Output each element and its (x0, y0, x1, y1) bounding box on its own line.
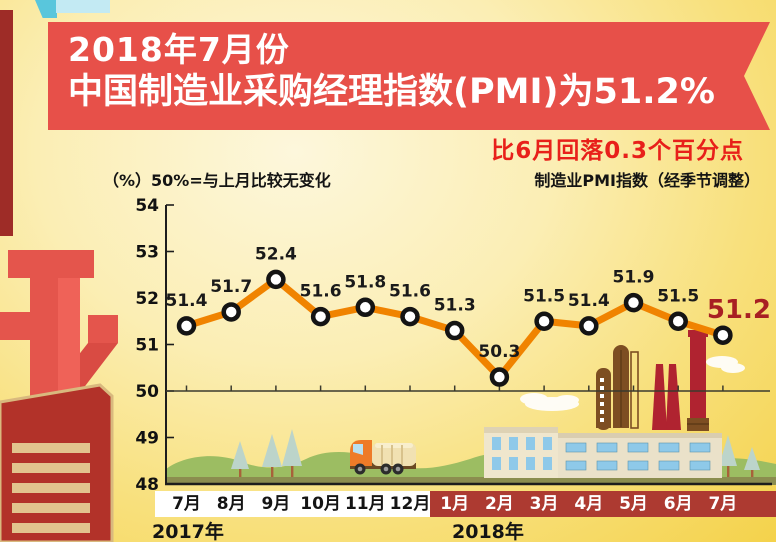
truck-illustration (350, 440, 416, 475)
y-tick-label: 48 (135, 475, 159, 495)
point-value-label: 51.4 (568, 291, 610, 311)
data-marker (444, 320, 465, 341)
data-marker (623, 292, 644, 313)
title-banner: 2018年7月份 中国制造业采购经理指数(PMI)为51.2% (48, 22, 770, 130)
data-marker (534, 311, 554, 331)
title-line-2: 中国制造业采购经理指数(PMI)为51.2% (68, 71, 715, 112)
pmi-data-markers (176, 269, 733, 387)
final-value-label: 51.2 (707, 295, 771, 325)
data-marker (400, 306, 420, 327)
month-labels: 7月 8月 9月 10月 11月 12月 1月 2月 3月 4月 5月 6月 7月 (172, 494, 737, 514)
month-label: 3月 (530, 494, 559, 514)
point-value-label: 50.3 (478, 342, 520, 362)
month-label: 4月 (574, 494, 603, 514)
ribbon-fold (0, 10, 13, 236)
month-label: 8月 (217, 494, 246, 514)
data-marker (579, 316, 599, 336)
month-label: 5月 (619, 494, 648, 514)
data-marker (176, 316, 197, 336)
month-band-2017 (155, 491, 430, 517)
point-value-label: 51.6 (389, 282, 431, 302)
y-tick-label: 51 (135, 336, 159, 356)
month-label: 12月 (390, 494, 431, 514)
month-label: 6月 (664, 494, 693, 514)
point-value-label: 51.8 (344, 272, 386, 292)
point-value-label: 51.7 (210, 277, 252, 297)
clouds-illustration (520, 356, 745, 411)
point-value-label: 51.6 (300, 282, 342, 302)
data-marker (489, 367, 510, 387)
data-marker (266, 269, 286, 290)
point-value-label: 52.4 (255, 244, 297, 264)
data-marker (221, 302, 241, 322)
month-label: 10月 (300, 494, 341, 514)
series-legend-note: 制造业PMI指数（经季节调整） (534, 171, 760, 190)
month-label: 7月 (172, 494, 201, 514)
pmi-point-labels: 51.451.752.451.6 51.8 51.651.350.351.5 51.4… (166, 244, 771, 362)
data-marker (310, 306, 331, 327)
point-value-label: 51.3 (434, 296, 476, 316)
ground-strip (166, 477, 776, 485)
point-value-label: 51.4 (166, 291, 208, 311)
month-label: 7月 (708, 494, 737, 514)
month-label: 11月 (345, 494, 386, 514)
year-label-2017: 2017年 (152, 521, 224, 542)
data-marker (355, 297, 376, 318)
reference-line-50 (166, 385, 770, 392)
month-label: 2月 (485, 494, 514, 514)
y-tick-label: 54 (135, 196, 159, 216)
y-tick-label: 53 (135, 243, 159, 263)
point-value-label: 51.9 (613, 268, 655, 288)
factory-illustration (484, 330, 722, 478)
point-value-label: 51.5 (657, 286, 699, 306)
subtitle-change-note: 比6月回落0.3个百分点 (491, 138, 744, 164)
month-label: 1月 (440, 494, 469, 514)
point-value-label: 51.5 (523, 286, 565, 306)
corner-fold-light-icon (56, 0, 110, 13)
data-marker (713, 325, 733, 345)
year-label-2018: 2018年 (452, 521, 524, 542)
month-label: 9月 (261, 494, 290, 514)
y-tick-label: 50 (135, 382, 159, 402)
y-tick-label: 52 (135, 289, 159, 309)
month-band-2018 (430, 491, 776, 517)
left-factory-illustration (0, 250, 118, 542)
data-marker (668, 311, 688, 331)
axis-unit-note: （%）50%=与上月比较无变化 (103, 171, 331, 190)
y-tick-label: 49 (135, 429, 159, 449)
title-line-1: 2018年7月份 (68, 30, 290, 69)
y-axis-ticks: 54 53 52 51 50 49 48 (135, 196, 174, 495)
